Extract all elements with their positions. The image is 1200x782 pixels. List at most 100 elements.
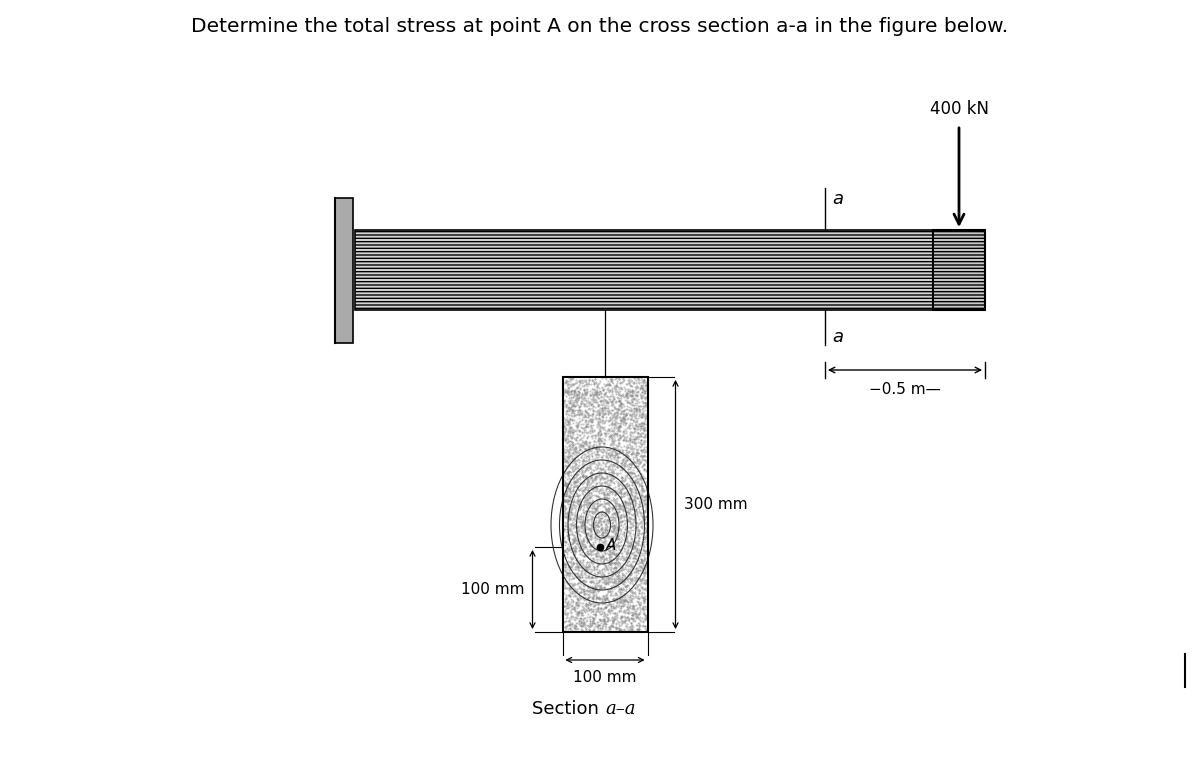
Point <box>589 484 608 497</box>
Point <box>594 527 613 540</box>
Point <box>618 439 637 451</box>
Point <box>623 477 642 490</box>
Point <box>560 424 580 436</box>
Point <box>635 435 654 447</box>
Point <box>613 577 632 590</box>
Point <box>566 597 586 609</box>
Point <box>580 603 599 615</box>
Point <box>594 576 613 588</box>
Point <box>594 486 613 499</box>
Point <box>634 374 653 386</box>
Point <box>632 453 652 465</box>
Point <box>556 604 575 616</box>
Point <box>625 467 644 479</box>
Point <box>598 524 617 536</box>
Point <box>596 504 616 517</box>
Point <box>583 548 602 561</box>
Point <box>582 430 601 443</box>
Point <box>614 511 634 524</box>
Point <box>623 396 642 409</box>
Point <box>558 378 577 390</box>
Point <box>560 502 580 515</box>
Point <box>630 619 649 632</box>
Point <box>584 425 604 438</box>
Point <box>576 561 595 573</box>
Point <box>564 452 583 465</box>
Point <box>593 405 612 418</box>
Point <box>581 457 600 470</box>
Point <box>629 464 648 476</box>
Point <box>628 521 647 533</box>
Point <box>617 387 636 400</box>
Point <box>577 528 596 540</box>
Point <box>607 453 626 465</box>
Point <box>613 446 632 458</box>
Point <box>630 564 649 576</box>
Point <box>626 486 646 498</box>
Point <box>568 465 587 477</box>
Point <box>595 608 614 620</box>
Point <box>569 510 588 522</box>
Point <box>624 433 643 446</box>
Point <box>584 442 604 454</box>
Point <box>611 611 630 623</box>
Point <box>611 511 630 524</box>
Point <box>586 571 605 583</box>
Point <box>576 406 595 418</box>
Point <box>614 504 634 516</box>
Point <box>556 433 575 446</box>
Point <box>605 503 624 515</box>
Point <box>564 544 583 557</box>
Point <box>619 420 638 432</box>
Point <box>559 392 578 404</box>
Point <box>581 482 600 494</box>
Point <box>610 616 629 629</box>
Point <box>602 619 622 631</box>
Point <box>624 528 643 540</box>
Point <box>634 557 653 569</box>
Point <box>608 569 628 582</box>
Point <box>560 556 580 569</box>
Point <box>557 496 576 508</box>
Point <box>559 613 578 626</box>
Point <box>608 594 628 607</box>
Point <box>565 441 584 454</box>
Point <box>626 396 646 409</box>
Point <box>626 502 646 515</box>
Point <box>601 563 620 576</box>
Point <box>582 545 601 558</box>
Point <box>618 589 637 601</box>
Point <box>629 454 648 466</box>
Point <box>604 567 623 579</box>
Point <box>594 580 613 593</box>
Point <box>620 461 640 473</box>
Point <box>606 380 625 393</box>
Point <box>559 570 578 583</box>
Point <box>577 614 596 626</box>
Point <box>588 577 607 590</box>
Point <box>623 609 642 622</box>
Point <box>623 613 642 626</box>
Point <box>617 506 636 518</box>
Point <box>554 419 574 432</box>
Point <box>626 404 646 417</box>
Point <box>583 404 602 417</box>
Point <box>618 421 637 433</box>
Point <box>634 619 653 632</box>
Point <box>629 400 648 412</box>
Point <box>574 439 593 452</box>
Point <box>592 540 611 552</box>
Point <box>587 543 606 555</box>
Point <box>563 404 582 416</box>
Point <box>590 581 610 594</box>
Point <box>598 425 617 437</box>
Point <box>635 495 654 508</box>
Point <box>558 466 577 479</box>
Point <box>620 404 640 417</box>
Point <box>607 469 626 482</box>
Point <box>614 518 634 531</box>
Point <box>569 475 588 487</box>
Point <box>617 443 636 456</box>
Point <box>578 488 598 500</box>
Point <box>611 394 630 407</box>
